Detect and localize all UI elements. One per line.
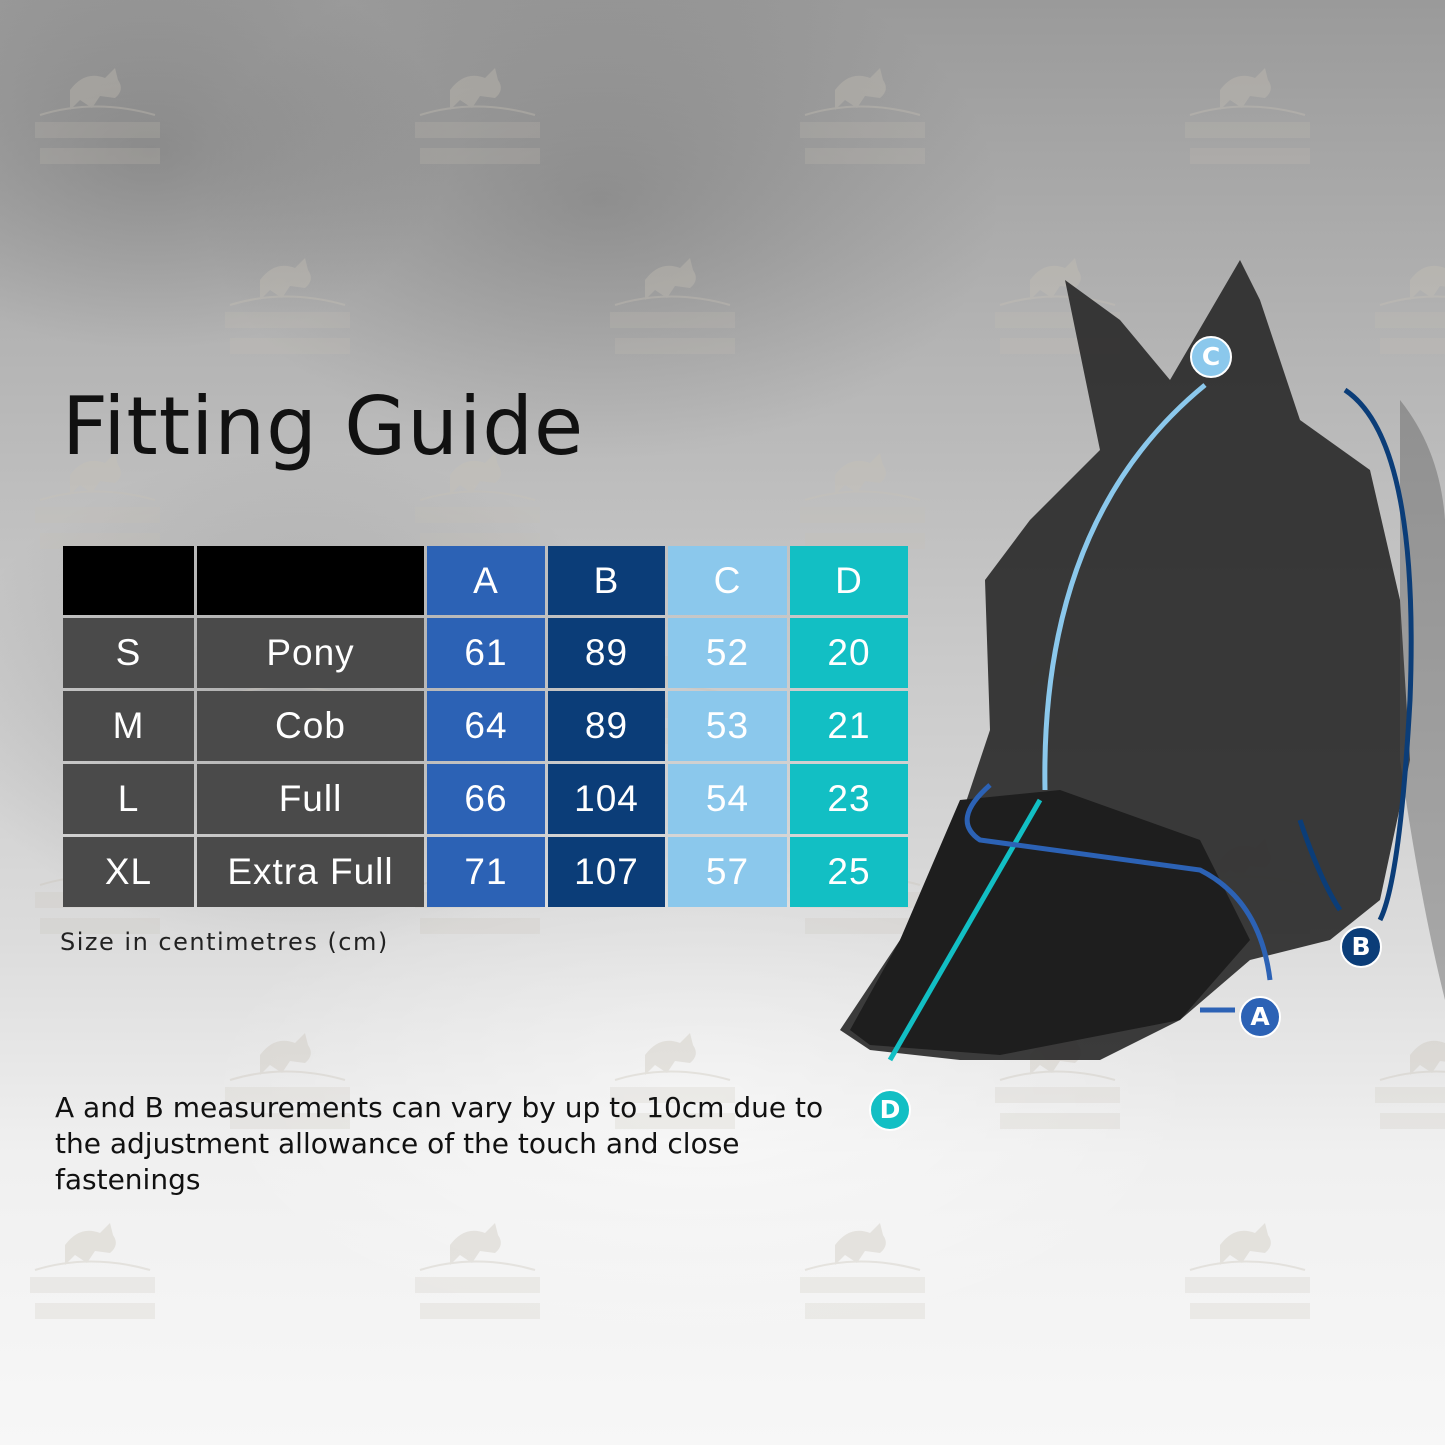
header-cell-blank bbox=[63, 546, 194, 615]
marker-b: B bbox=[1340, 926, 1382, 968]
disclaimer-text: A and B measurements can vary by up to 1… bbox=[55, 1091, 824, 1196]
header-cell-a: A bbox=[427, 546, 545, 615]
size-table: A B C D S Pony 61 89 52 20 M Cob 64 89 5… bbox=[60, 543, 911, 910]
table-row: M Cob 64 89 53 21 bbox=[63, 691, 908, 761]
value-a: 61 bbox=[427, 618, 545, 688]
header-cell-d: D bbox=[790, 546, 908, 615]
name-cell: Cob bbox=[197, 691, 424, 761]
value-b: 107 bbox=[548, 837, 665, 907]
value-b: 89 bbox=[548, 618, 665, 688]
value-a: 71 bbox=[427, 837, 545, 907]
size-cell: L bbox=[63, 764, 194, 834]
table-row: L Full 66 104 54 23 bbox=[63, 764, 908, 834]
value-b: 89 bbox=[548, 691, 665, 761]
value-d: 23 bbox=[790, 764, 908, 834]
value-a: 64 bbox=[427, 691, 545, 761]
watermark-logo bbox=[610, 1033, 735, 1129]
arrow-b bbox=[1343, 387, 1414, 922]
unit-note: Size in centimetres (cm) bbox=[60, 928, 389, 956]
marker-d: D bbox=[869, 1089, 911, 1131]
watermark-logo bbox=[35, 453, 160, 549]
watermark-logo bbox=[415, 453, 540, 549]
header-cell-c: C bbox=[668, 546, 787, 615]
watermark-logo bbox=[415, 68, 540, 164]
name-cell: Pony bbox=[197, 618, 424, 688]
table-row: S Pony 61 89 52 20 bbox=[63, 618, 908, 688]
header-cell-blank bbox=[197, 546, 424, 615]
name-cell: Full bbox=[197, 764, 424, 834]
muzzle-mask bbox=[850, 790, 1250, 1055]
value-c: 57 bbox=[668, 837, 787, 907]
watermark-logo bbox=[415, 1223, 540, 1319]
value-a: 66 bbox=[427, 764, 545, 834]
watermark-logo bbox=[610, 258, 735, 354]
value-d: 20 bbox=[790, 618, 908, 688]
marker-c: C bbox=[1190, 336, 1232, 378]
watermark-logo bbox=[225, 258, 350, 354]
watermark-logo bbox=[30, 1223, 155, 1319]
value-d: 25 bbox=[790, 837, 908, 907]
marker-a: A bbox=[1239, 996, 1281, 1038]
watermark-logo bbox=[800, 68, 925, 164]
table-row: XL Extra Full 71 107 57 25 bbox=[63, 837, 908, 907]
page-title: Fitting Guide bbox=[62, 380, 585, 473]
header-cell-b: B bbox=[548, 546, 665, 615]
watermark-logo bbox=[1375, 265, 1445, 354]
arrow-c bbox=[1042, 383, 1207, 791]
watermark-logo bbox=[225, 1033, 350, 1129]
watermark-logo bbox=[35, 68, 160, 164]
name-cell: Extra Full bbox=[197, 837, 424, 907]
value-b: 104 bbox=[548, 764, 665, 834]
arrow-a bbox=[964, 783, 1273, 981]
size-cell: S bbox=[63, 618, 194, 688]
value-c: 53 bbox=[668, 691, 787, 761]
value-c: 54 bbox=[668, 764, 787, 834]
value-c: 52 bbox=[668, 618, 787, 688]
watermark-logo bbox=[1185, 68, 1310, 164]
table-header-row: A B C D bbox=[63, 546, 908, 615]
value-d: 21 bbox=[790, 691, 908, 761]
watermark-logo bbox=[1375, 1040, 1445, 1129]
size-cell: XL bbox=[63, 837, 194, 907]
watermark-logo bbox=[1185, 1223, 1310, 1319]
watermark-logo bbox=[800, 453, 925, 549]
watermark-logo bbox=[800, 1223, 925, 1319]
size-cell: M bbox=[63, 691, 194, 761]
